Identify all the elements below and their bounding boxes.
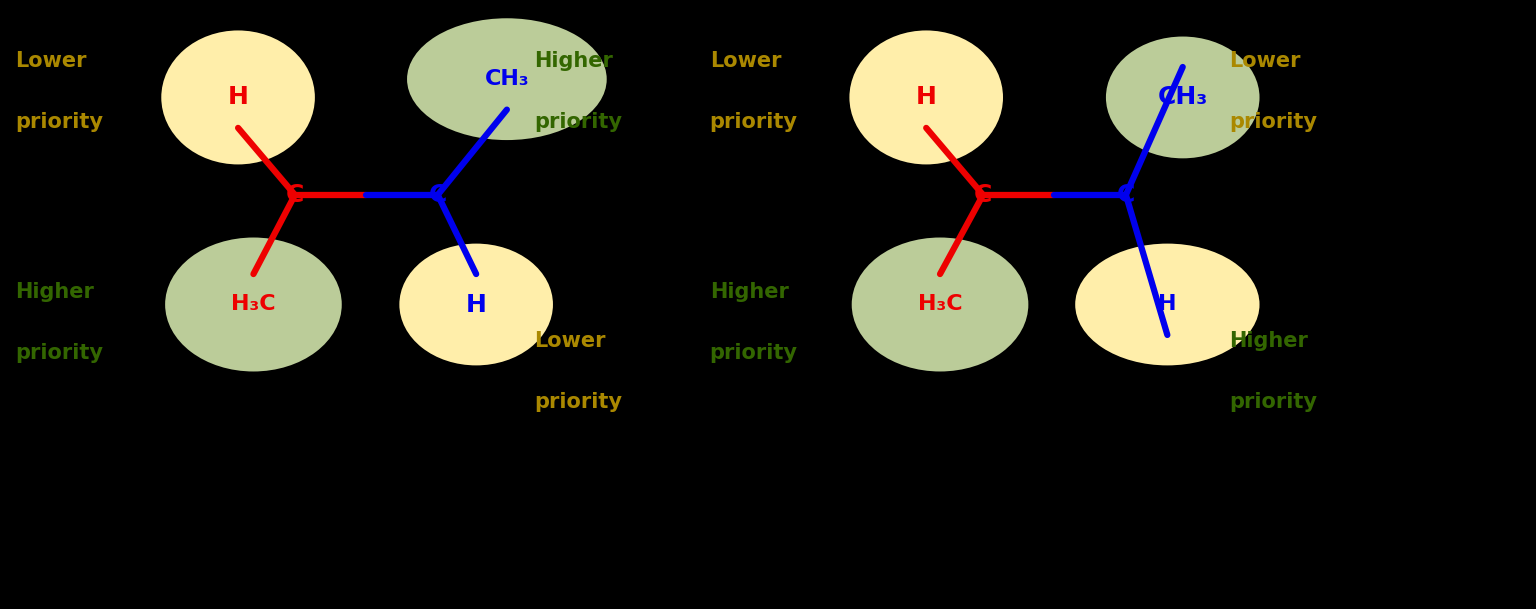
Ellipse shape (161, 30, 315, 164)
Ellipse shape (1075, 244, 1260, 365)
Ellipse shape (849, 30, 1003, 164)
Ellipse shape (851, 238, 1028, 371)
Text: priority: priority (710, 343, 797, 363)
Text: Lower: Lower (1229, 51, 1301, 71)
Text: Higher: Higher (535, 51, 613, 71)
Ellipse shape (399, 244, 553, 365)
Text: H₃C: H₃C (917, 295, 963, 314)
Text: priority: priority (535, 392, 622, 412)
Text: Lower: Lower (710, 51, 782, 71)
Text: priority: priority (535, 112, 622, 132)
Text: H₃C: H₃C (230, 295, 276, 314)
Text: C: C (1117, 183, 1135, 207)
Text: H: H (465, 292, 487, 317)
Text: H: H (227, 85, 249, 110)
Text: Higher: Higher (15, 283, 94, 302)
Text: priority: priority (1229, 392, 1316, 412)
Ellipse shape (166, 238, 341, 371)
Text: C: C (429, 183, 447, 207)
Text: priority: priority (1229, 112, 1316, 132)
Text: Higher: Higher (1229, 331, 1307, 351)
Ellipse shape (407, 18, 607, 140)
Text: priority: priority (15, 112, 103, 132)
Text: C: C (286, 183, 304, 207)
Text: H: H (915, 85, 937, 110)
Text: Lower: Lower (535, 331, 607, 351)
Text: CH₃: CH₃ (484, 69, 530, 89)
Text: Higher: Higher (710, 283, 788, 302)
Text: H: H (1158, 295, 1177, 314)
Text: priority: priority (15, 343, 103, 363)
Text: Lower: Lower (15, 51, 88, 71)
Text: priority: priority (710, 112, 797, 132)
Text: CH₃: CH₃ (1158, 85, 1207, 110)
Ellipse shape (1106, 37, 1260, 158)
Text: C: C (974, 183, 992, 207)
